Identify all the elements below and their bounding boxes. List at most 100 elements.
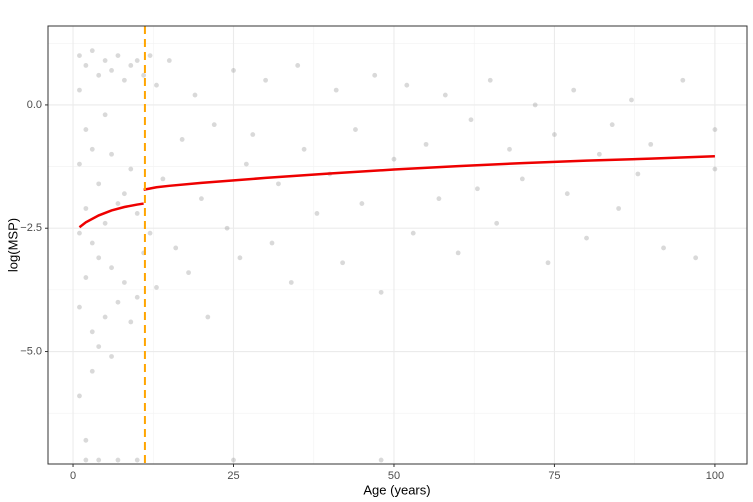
x-tick-label: 0 (70, 470, 76, 482)
point (545, 260, 551, 266)
point (134, 211, 140, 216)
point (211, 122, 217, 128)
point (96, 255, 102, 261)
point (616, 206, 622, 211)
point (109, 265, 114, 271)
point (250, 132, 256, 137)
point (121, 77, 127, 83)
point (121, 280, 127, 285)
point (301, 146, 307, 152)
point (121, 191, 127, 197)
point (231, 457, 236, 463)
point (494, 220, 500, 226)
point (269, 240, 275, 246)
point (109, 67, 114, 73)
point (333, 87, 339, 93)
point (224, 225, 230, 231)
point (693, 255, 699, 261)
point (89, 240, 95, 246)
point (96, 457, 102, 463)
x-tick-label: 75 (548, 470, 560, 482)
point (404, 82, 410, 88)
point (102, 112, 108, 118)
point (134, 457, 140, 463)
point (571, 87, 577, 93)
point (353, 127, 358, 132)
point (134, 294, 140, 300)
point (102, 314, 108, 320)
point (96, 344, 102, 350)
point (391, 156, 397, 162)
point (83, 457, 89, 463)
point (199, 196, 204, 202)
point (231, 67, 236, 73)
point (89, 146, 95, 152)
point (712, 127, 718, 132)
point (609, 122, 615, 128)
x-axis-title: Age (years) (363, 482, 430, 497)
x-tick-label: 50 (388, 470, 400, 482)
point (83, 275, 89, 280)
point (147, 230, 153, 236)
point (661, 245, 666, 251)
point (77, 230, 82, 236)
point (83, 127, 89, 132)
point (128, 166, 134, 172)
point (77, 53, 82, 58)
point (507, 146, 512, 152)
point (378, 457, 384, 463)
point (455, 250, 461, 256)
point (134, 58, 140, 63)
point (378, 289, 384, 295)
point (314, 211, 320, 216)
x-tick-label: 25 (227, 470, 239, 482)
point (115, 299, 121, 305)
point (442, 92, 448, 98)
point (179, 137, 185, 142)
point (359, 201, 365, 206)
point (154, 285, 159, 290)
x-tick-label: 100 (706, 470, 724, 482)
point (468, 117, 474, 123)
point (596, 151, 602, 157)
point (141, 72, 147, 78)
point (77, 161, 82, 167)
point (519, 176, 525, 182)
point (552, 132, 557, 137)
point (154, 82, 159, 88)
point (423, 141, 429, 147)
point (584, 235, 589, 241)
point (89, 368, 95, 374)
point (436, 196, 442, 202)
point (288, 280, 294, 285)
point (173, 245, 179, 251)
point (166, 58, 172, 63)
y-tick-label: 0.0 (27, 99, 42, 111)
point (243, 161, 249, 167)
point (635, 171, 641, 177)
point (89, 329, 95, 335)
point (83, 206, 89, 211)
point (83, 437, 89, 443)
y-tick-label: −2.5 (20, 222, 42, 234)
point (263, 77, 268, 83)
point (487, 77, 493, 83)
y-tick-label: −5.0 (20, 345, 42, 357)
point (192, 92, 198, 98)
plot-border (47, 25, 748, 465)
point (648, 141, 654, 147)
point (237, 255, 243, 261)
point (96, 181, 102, 187)
point (77, 304, 82, 310)
point (109, 151, 114, 157)
point (295, 63, 301, 68)
point (115, 457, 121, 463)
point (83, 63, 89, 68)
point (564, 191, 570, 197)
point (475, 186, 480, 192)
y-axis-title: log(MSP) (5, 218, 20, 272)
point (102, 220, 108, 226)
point (77, 87, 82, 93)
point (340, 260, 346, 266)
point (109, 354, 114, 359)
